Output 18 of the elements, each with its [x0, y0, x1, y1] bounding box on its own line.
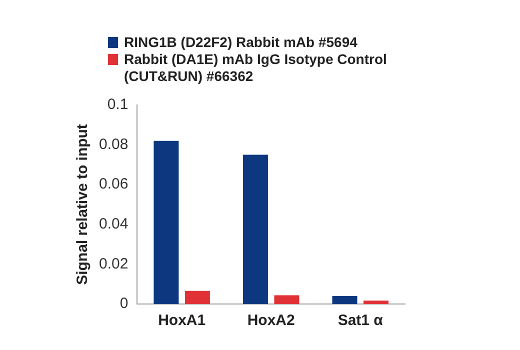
bar	[154, 140, 179, 304]
y-tick-label: 0.08	[98, 136, 128, 153]
legend-label: Rabbit (DA1E) mAb IgG Isotype Control (CUT&RUN) #66362	[124, 51, 388, 85]
bar	[242, 154, 268, 304]
legend-label: RING1B (D22F2) Rabbit mAb #5694	[124, 34, 358, 51]
y-tick-label: 0.02	[98, 255, 128, 272]
x-tick-label: HoxA2	[247, 312, 295, 330]
y-axis-title: Signal relative to input	[74, 124, 92, 285]
bar	[184, 290, 210, 304]
bar	[332, 296, 358, 304]
bar	[363, 300, 388, 304]
x-tick-label: Sat1 α	[338, 312, 384, 330]
y-tick-label: 0.1	[107, 96, 128, 114]
y-tick-label: 0.04	[98, 216, 128, 233]
y-tick-label: 0	[120, 295, 128, 312]
bar	[274, 295, 300, 304]
x-tick-label: HoxA1	[158, 312, 206, 330]
y-tick-label: 0.06	[98, 176, 128, 193]
